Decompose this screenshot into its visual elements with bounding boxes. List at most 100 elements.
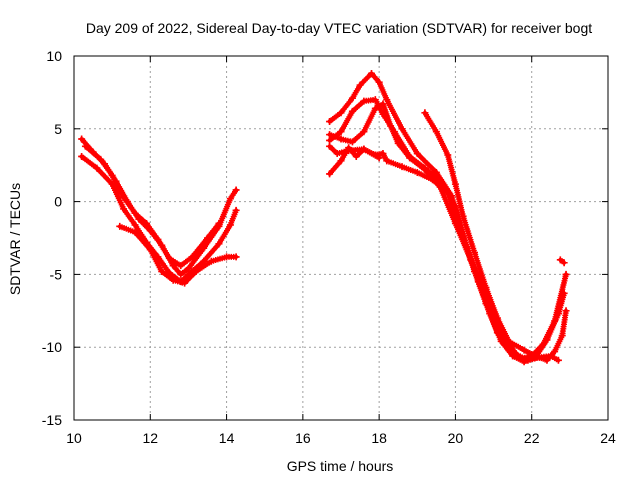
data-point — [375, 154, 383, 162]
series-trace — [327, 71, 568, 361]
data-point — [215, 240, 223, 248]
data-point — [471, 249, 478, 257]
data-point — [158, 267, 166, 275]
plus-markers — [326, 144, 520, 358]
x-tick-label: 10 — [66, 430, 82, 446]
data-point — [226, 221, 234, 229]
series-track-10 — [421, 109, 570, 364]
series-track-3 — [81, 142, 223, 270]
x-tick-label: 20 — [448, 430, 464, 446]
data-point — [348, 94, 356, 102]
data-point — [543, 336, 551, 344]
data-point — [116, 222, 124, 230]
data-point — [204, 234, 211, 242]
data-point — [520, 346, 528, 354]
data-point — [413, 168, 421, 176]
data-point — [192, 267, 200, 275]
y-tick-label: -15 — [42, 412, 62, 428]
data-point — [78, 135, 86, 143]
data-point — [326, 142, 334, 150]
y-tick-label: 5 — [54, 121, 62, 137]
data-point — [131, 221, 139, 229]
data-point — [326, 170, 334, 178]
data-point — [215, 219, 223, 227]
data-point — [177, 262, 185, 270]
series-track-2 — [78, 152, 240, 286]
data-point — [509, 352, 517, 360]
data-point — [188, 253, 196, 261]
data-point — [345, 147, 353, 155]
data-point — [444, 151, 452, 159]
data-point — [406, 154, 414, 162]
data-point — [429, 176, 437, 184]
data-point — [333, 150, 341, 158]
data-point — [368, 69, 376, 77]
data-point — [421, 166, 429, 174]
y-tick-labels: 10 5 0 -5 -10 -15 — [42, 48, 62, 428]
data-point — [421, 109, 429, 117]
plus-markers — [326, 96, 568, 365]
data-point — [337, 157, 345, 165]
data-point — [207, 257, 215, 265]
data-point — [360, 145, 368, 153]
x-tick-label: 18 — [371, 430, 387, 446]
data-point — [471, 265, 478, 273]
data-point — [181, 279, 189, 287]
data-point — [356, 81, 364, 89]
data-point — [154, 235, 162, 243]
data-point — [326, 131, 334, 139]
data-point — [337, 128, 345, 136]
x-tick-labels: 10 12 14 16 18 20 22 24 — [66, 430, 616, 446]
plot-frame — [73, 55, 609, 421]
plus-markers — [326, 101, 562, 364]
data-point — [554, 356, 562, 364]
data-point — [226, 195, 234, 203]
chart-title: Day 209 of 2022, Sidereal Day-to-day VTE… — [86, 20, 592, 36]
data-point — [223, 253, 231, 261]
data-point — [232, 186, 240, 194]
data-point — [348, 107, 356, 115]
data-point — [383, 157, 391, 165]
data-point — [455, 224, 463, 232]
data-point — [493, 314, 501, 322]
data-point — [398, 125, 406, 133]
data-point — [387, 122, 395, 130]
y-tick-label: 0 — [54, 194, 62, 210]
x-tick-label: 22 — [524, 430, 540, 446]
series-track-8 — [326, 144, 520, 358]
y-tick-label: 10 — [46, 48, 62, 64]
data-point — [413, 150, 421, 158]
data-point — [108, 171, 116, 179]
data-point — [120, 205, 128, 213]
data-point — [562, 270, 570, 278]
data-point — [524, 356, 532, 364]
x-tick-label: 16 — [295, 430, 311, 446]
data-point — [131, 209, 139, 217]
series-track-4 — [116, 222, 240, 287]
data-point — [348, 138, 356, 146]
data-point — [165, 254, 173, 262]
data-point — [337, 109, 345, 117]
data-point — [360, 128, 368, 136]
data-point — [394, 139, 402, 147]
data-point — [371, 104, 379, 112]
axis-ticks — [73, 55, 609, 421]
data-point — [360, 97, 368, 105]
data-point — [142, 219, 150, 227]
data-point — [398, 163, 406, 171]
series-trace — [327, 97, 567, 364]
data-point — [371, 96, 379, 104]
data-point — [551, 348, 559, 356]
series-track-5 — [326, 69, 570, 363]
data-point — [375, 78, 383, 86]
data-point — [560, 289, 568, 297]
data-point — [451, 180, 459, 188]
data-point — [432, 128, 440, 136]
x-axis-label: GPS time / hours — [287, 458, 394, 474]
data-point — [444, 189, 452, 197]
data-point — [543, 356, 551, 364]
series-track-9 — [326, 142, 383, 162]
data-point — [379, 150, 387, 158]
y-tick-label: -10 — [42, 339, 62, 355]
